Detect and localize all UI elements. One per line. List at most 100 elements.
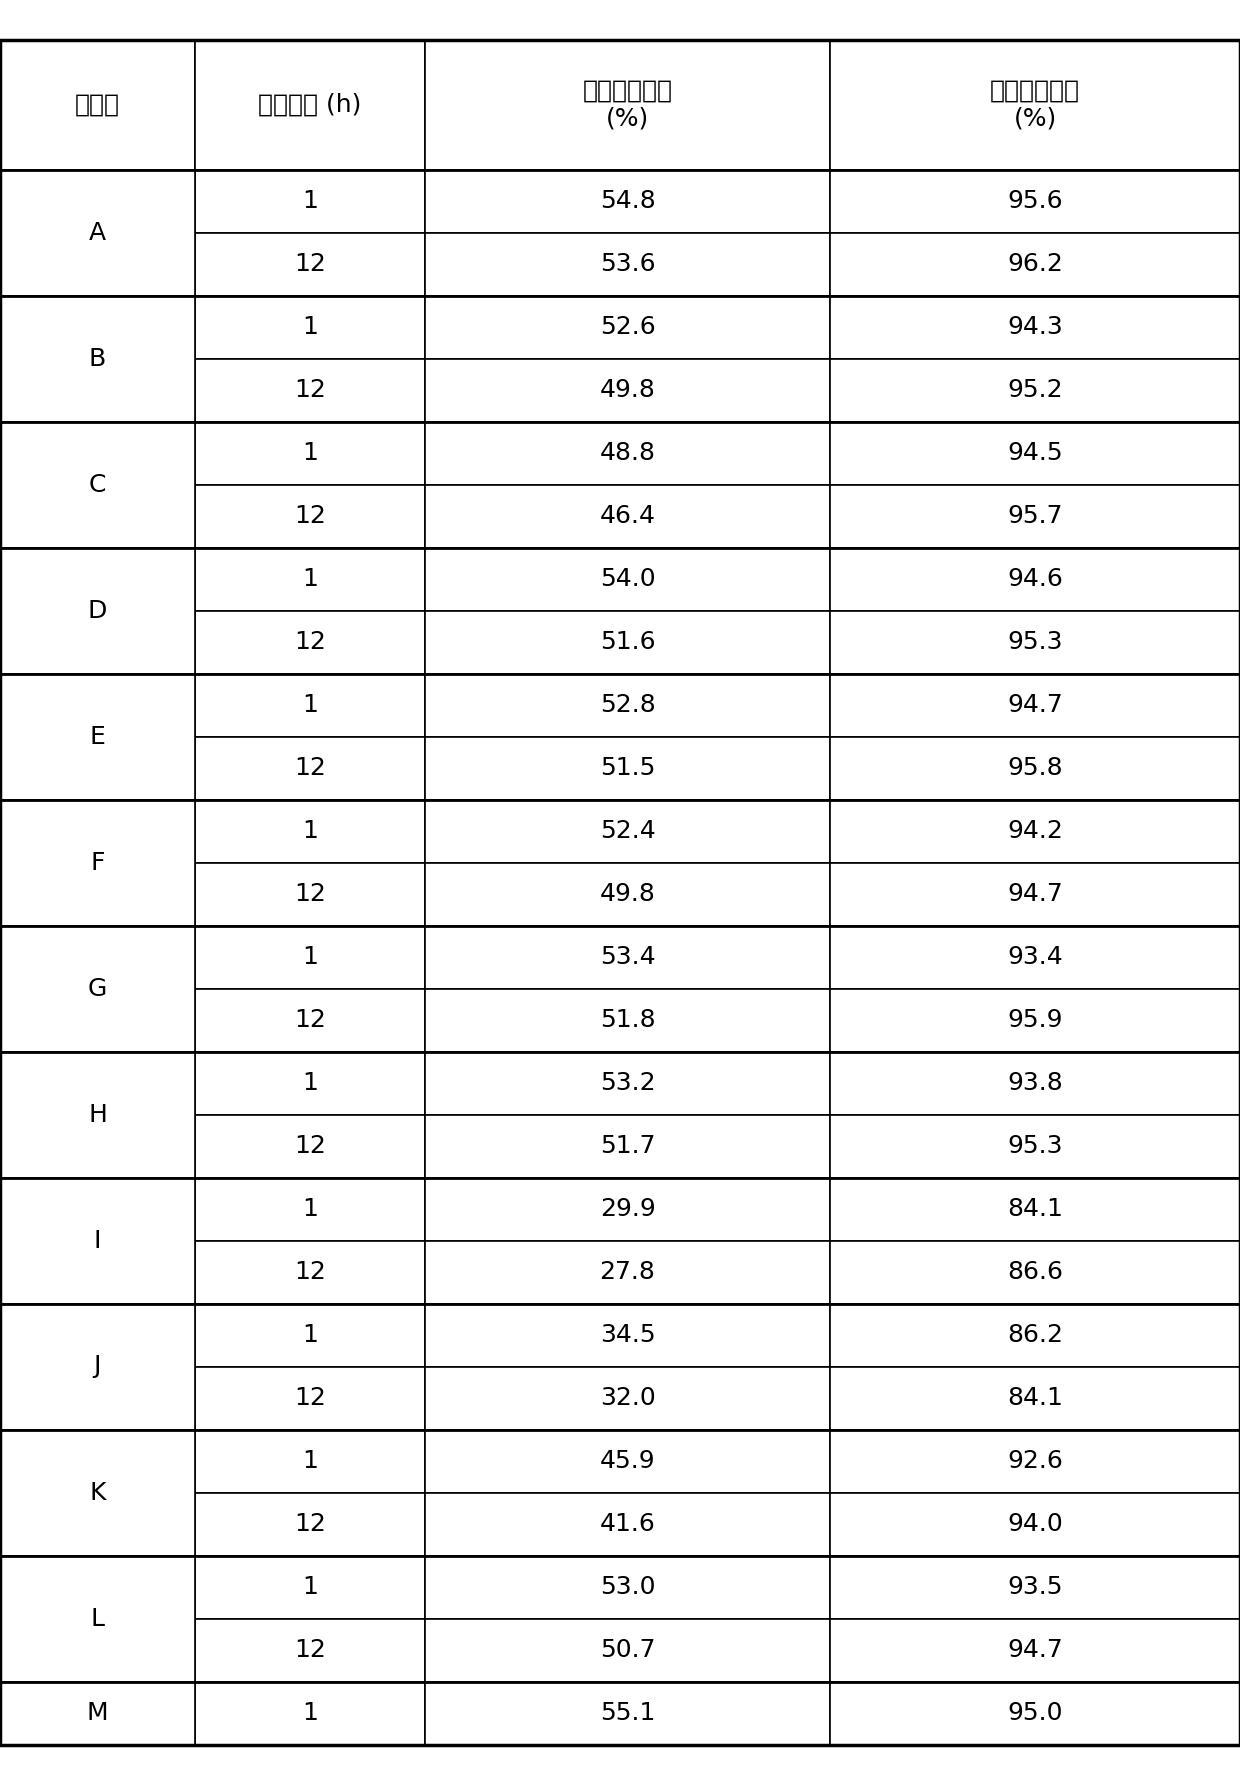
- Text: 50.7: 50.7: [600, 1638, 655, 1663]
- Bar: [195, 799, 425, 862]
- Bar: [195, 39, 425, 169]
- Text: 12: 12: [294, 1008, 326, 1031]
- Bar: [830, 1556, 1240, 1618]
- Bar: [830, 1618, 1240, 1682]
- Bar: [195, 610, 425, 674]
- Bar: [425, 1240, 830, 1304]
- Bar: [195, 169, 425, 232]
- Text: 95.6: 95.6: [1007, 189, 1063, 212]
- Bar: [425, 674, 830, 737]
- Bar: [195, 1618, 425, 1682]
- Bar: [425, 862, 830, 926]
- Bar: [830, 1429, 1240, 1493]
- Text: 1: 1: [303, 1449, 317, 1474]
- Bar: [425, 610, 830, 674]
- Text: 52.6: 52.6: [600, 316, 656, 339]
- Text: 12: 12: [294, 1386, 326, 1409]
- Bar: [0, 674, 195, 799]
- Bar: [195, 1177, 425, 1240]
- Bar: [830, 421, 1240, 485]
- Text: 1: 1: [303, 946, 317, 969]
- Text: 1: 1: [303, 316, 317, 339]
- Text: 12: 12: [294, 378, 326, 401]
- Bar: [195, 1682, 425, 1745]
- Bar: [830, 1240, 1240, 1304]
- Bar: [0, 1429, 195, 1556]
- Bar: [195, 421, 425, 485]
- Text: 1: 1: [303, 1324, 317, 1347]
- Text: M: M: [87, 1700, 108, 1725]
- Text: 1: 1: [303, 1575, 317, 1598]
- Bar: [830, 485, 1240, 548]
- Bar: [830, 737, 1240, 799]
- Text: 12: 12: [294, 756, 326, 780]
- Text: 84.1: 84.1: [1007, 1386, 1063, 1409]
- Text: 93.5: 93.5: [1007, 1575, 1063, 1598]
- Text: 32.0: 32.0: [600, 1386, 656, 1409]
- Text: 94.6: 94.6: [1007, 567, 1063, 591]
- Bar: [425, 799, 830, 862]
- Text: 94.7: 94.7: [1007, 1638, 1063, 1663]
- Text: 93.8: 93.8: [1007, 1070, 1063, 1095]
- Bar: [425, 39, 830, 169]
- Bar: [425, 1493, 830, 1556]
- Text: 34.5: 34.5: [600, 1324, 655, 1347]
- Bar: [830, 548, 1240, 610]
- Text: 94.0: 94.0: [1007, 1513, 1063, 1536]
- Bar: [425, 1556, 830, 1618]
- Bar: [195, 1493, 425, 1556]
- Text: 12: 12: [294, 1513, 326, 1536]
- Text: 84.1: 84.1: [1007, 1197, 1063, 1220]
- Text: A: A: [89, 221, 107, 244]
- Text: B: B: [89, 346, 107, 371]
- Text: 催化剂: 催化剂: [74, 93, 120, 116]
- Bar: [0, 1304, 195, 1429]
- Bar: [830, 988, 1240, 1051]
- Text: 12: 12: [294, 252, 326, 277]
- Text: 96.2: 96.2: [1007, 252, 1063, 277]
- Bar: [830, 799, 1240, 862]
- Bar: [425, 988, 830, 1051]
- Text: 12: 12: [294, 1260, 326, 1284]
- Text: 54.8: 54.8: [600, 189, 656, 212]
- Bar: [425, 296, 830, 359]
- Text: 1: 1: [303, 189, 317, 212]
- Text: 53.4: 53.4: [600, 946, 655, 969]
- Bar: [195, 1367, 425, 1429]
- Bar: [0, 1556, 195, 1682]
- Text: 52.8: 52.8: [600, 692, 656, 717]
- Bar: [0, 1051, 195, 1177]
- Bar: [195, 359, 425, 421]
- Bar: [195, 926, 425, 988]
- Bar: [195, 232, 425, 296]
- Text: 27.8: 27.8: [600, 1260, 656, 1284]
- Text: 异丁烷转化率
(%): 异丁烷转化率 (%): [583, 78, 672, 130]
- Bar: [195, 1304, 425, 1367]
- Text: 12: 12: [294, 881, 326, 906]
- Bar: [425, 1682, 830, 1745]
- Text: H: H: [88, 1103, 107, 1126]
- Text: F: F: [91, 851, 104, 874]
- Bar: [195, 1429, 425, 1493]
- Text: 94.5: 94.5: [1007, 441, 1063, 466]
- Text: 48.8: 48.8: [599, 441, 656, 466]
- Bar: [425, 926, 830, 988]
- Bar: [425, 232, 830, 296]
- Text: 95.3: 95.3: [1007, 630, 1063, 655]
- Bar: [425, 1177, 830, 1240]
- Text: C: C: [89, 473, 107, 496]
- Text: 1: 1: [303, 567, 317, 591]
- Text: 92.6: 92.6: [1007, 1449, 1063, 1474]
- Bar: [195, 1115, 425, 1177]
- Bar: [195, 1240, 425, 1304]
- Text: 12: 12: [294, 1638, 326, 1663]
- Text: 93.4: 93.4: [1007, 946, 1063, 969]
- Bar: [830, 926, 1240, 988]
- Text: 1: 1: [303, 819, 317, 844]
- Bar: [0, 296, 195, 421]
- Bar: [830, 296, 1240, 359]
- Bar: [830, 1682, 1240, 1745]
- Bar: [830, 1051, 1240, 1115]
- Text: 1: 1: [303, 1197, 317, 1220]
- Text: 41.6: 41.6: [600, 1513, 656, 1536]
